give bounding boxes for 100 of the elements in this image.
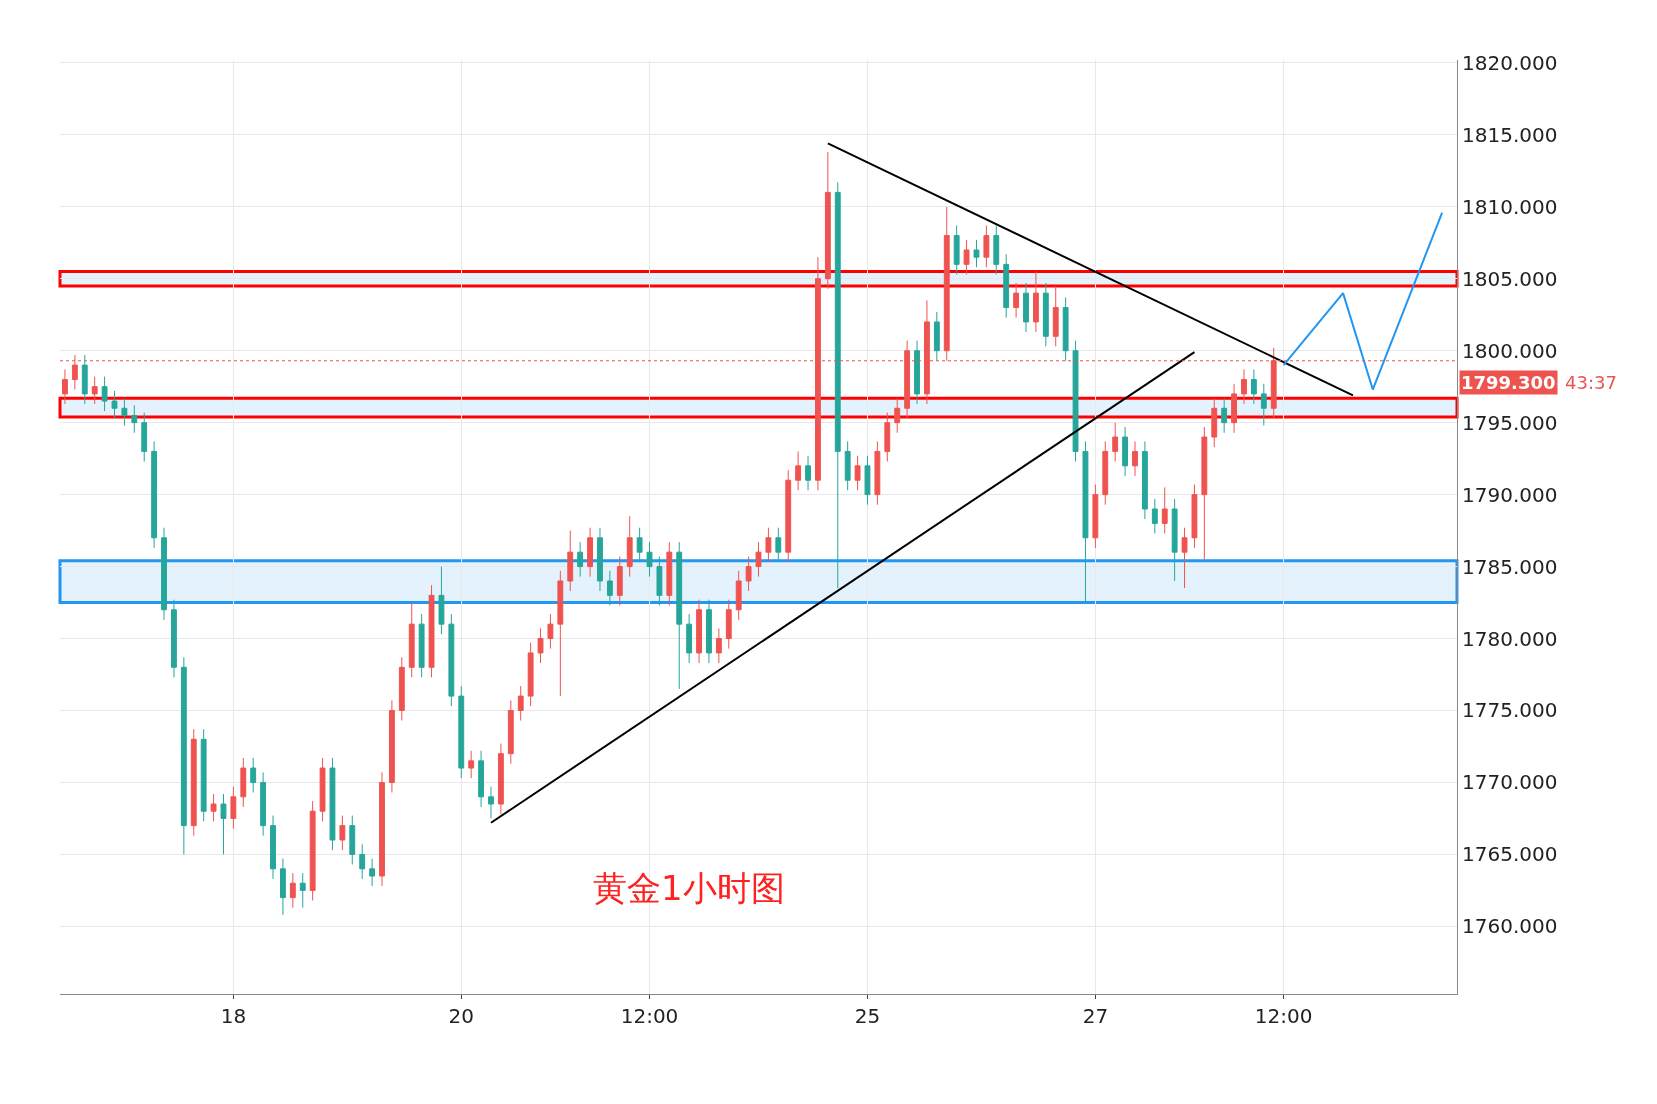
candlestick (993, 225, 1000, 275)
ref-line-label: 1799.300 (1461, 372, 1556, 393)
y-tick-label: 1805.000 (1462, 266, 1558, 291)
candlestick (319, 757, 326, 822)
candlestick (339, 815, 346, 851)
candlestick (547, 613, 554, 650)
candlestick (844, 440, 851, 491)
candlestick (1211, 397, 1218, 448)
candlestick (1231, 383, 1237, 434)
candlestick (1260, 383, 1267, 427)
candlestick (517, 685, 524, 722)
candlestick (171, 599, 177, 678)
candlestick (210, 793, 217, 822)
candlestick (81, 354, 88, 405)
candlestick (299, 872, 306, 909)
candlestick (1042, 282, 1049, 347)
candlestick (62, 368, 68, 405)
candlestick (507, 699, 514, 765)
candlestick (428, 584, 435, 678)
candlestick (448, 613, 455, 707)
candlestick (1023, 282, 1029, 333)
candlestick (616, 556, 623, 606)
candlestick (101, 376, 108, 412)
y-tick-label: 1775.000 (1462, 698, 1558, 723)
candlestick (864, 455, 871, 506)
candlestick (408, 602, 415, 678)
candlestick (1151, 498, 1158, 534)
candlestick (151, 440, 158, 549)
candlestick (141, 412, 148, 463)
candlestick (795, 450, 802, 491)
candlestick (805, 455, 811, 491)
y-tick-label: 1815.000 (1462, 122, 1558, 147)
text: 43:37 (1565, 372, 1617, 393)
candlestick (398, 656, 405, 722)
candlestick (349, 815, 356, 865)
candlestick (973, 239, 980, 268)
candlestick (597, 527, 603, 592)
candlestick (280, 858, 286, 916)
candlestick (626, 515, 633, 578)
candlestick (388, 699, 395, 794)
x-tick-label: 18 (220, 1004, 247, 1028)
candlestick (874, 440, 881, 506)
candlestick (200, 728, 207, 822)
x-tick-label: 25 (854, 1004, 881, 1028)
candlestick (953, 225, 960, 275)
candlestick (240, 757, 247, 808)
candlestick (1052, 285, 1059, 347)
candlestick (131, 404, 138, 434)
candlestick (1201, 426, 1208, 560)
candlestick (636, 527, 643, 563)
candlestick (1132, 440, 1138, 477)
candlestick (161, 527, 167, 621)
y-tick-label: 1795.000 (1462, 410, 1558, 435)
x-tick-label: 27 (1082, 1004, 1109, 1028)
candlestick (1250, 368, 1257, 405)
candlestick (765, 527, 772, 563)
candlestick (369, 858, 376, 887)
candlestick (1032, 271, 1039, 333)
candlestick (260, 771, 267, 837)
candlestick (329, 757, 336, 851)
candlestick (706, 599, 712, 664)
candlestick (289, 872, 296, 909)
candlestick (468, 750, 475, 779)
candlestick (488, 786, 494, 819)
x-tick-label: 12:00 (620, 1004, 679, 1028)
y-tick-label: 1780.000 (1462, 626, 1558, 651)
candlestick (557, 570, 564, 697)
candlestick (121, 397, 128, 427)
candlestick (438, 566, 445, 635)
candlestick (537, 627, 544, 664)
y-tick-label: 1785.000 (1462, 554, 1558, 579)
candlestick (894, 397, 901, 434)
candlestick (458, 685, 465, 779)
candlestick (418, 613, 425, 678)
candlestick (1003, 253, 1010, 319)
candlestick (1013, 282, 1020, 319)
candlestick (983, 225, 990, 268)
candlestick (1112, 422, 1119, 463)
candlestick (180, 656, 187, 855)
line-series (1282, 211, 1444, 391)
candlestick (250, 757, 257, 794)
candlestick (676, 541, 683, 690)
candlestick (230, 786, 237, 829)
y-tick-label: 1810.000 (1462, 194, 1558, 219)
candlestick (359, 843, 366, 880)
candlestick (1161, 486, 1168, 534)
candlestick (725, 599, 732, 650)
candlestick (1072, 340, 1079, 463)
candlestick (785, 469, 792, 563)
candlestick (1191, 484, 1198, 549)
candlestick (379, 771, 385, 887)
x-tick-label: 12:00 (1254, 1004, 1313, 1028)
candlestick (755, 541, 762, 578)
x-tick-label: 20 (448, 1004, 474, 1028)
y-tick-label: 1820.000 (1462, 50, 1558, 75)
candlestick (606, 570, 613, 606)
candlestick (715, 627, 722, 664)
candlestick (824, 151, 831, 290)
candlestick (577, 541, 584, 578)
candlestick (1241, 368, 1247, 405)
